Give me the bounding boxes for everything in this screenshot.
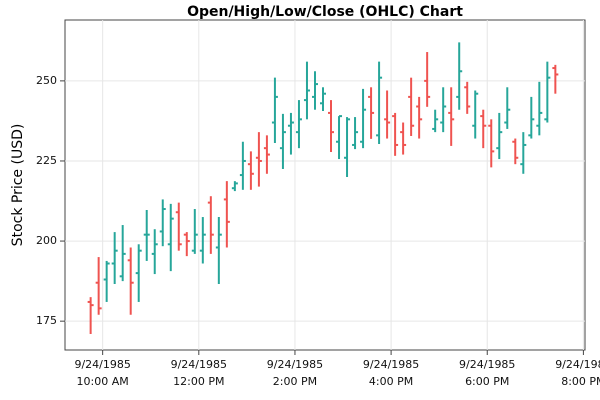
x-tick-label: 9/24/1985 2:00 PM (266, 358, 324, 388)
x-tick-label: 9/24/1985 8:00 PM (555, 358, 600, 388)
chart-title: Open/High/Low/Close (OHLC) Chart (187, 4, 463, 20)
x-tick-label: 9/24/1985 6:00 PM (459, 358, 516, 388)
y-tick-label: 200 (36, 234, 57, 247)
x-tick-label: 9/24/1985 4:00 PM (362, 358, 420, 388)
plot-frame (64, 19, 586, 351)
y-tick-label: 175 (36, 314, 57, 327)
x-tick-label: 9/24/1985 10:00 AM (74, 358, 131, 388)
y-tick-label: 250 (36, 74, 57, 87)
y-axis-label: Stock Price (USD) (10, 124, 26, 247)
x-tick-label: 9/24/1985 12:00 PM (170, 358, 227, 388)
y-tick-label: 225 (36, 154, 57, 167)
